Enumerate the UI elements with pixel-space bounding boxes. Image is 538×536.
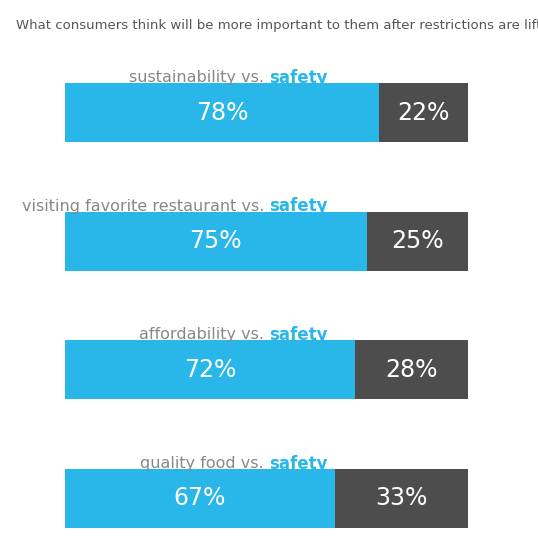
Text: 22%: 22% — [398, 101, 450, 124]
Text: What consumers think will be more important to them after restrictions are lifte: What consumers think will be more import… — [16, 19, 538, 32]
Text: 67%: 67% — [174, 487, 226, 510]
Text: safety: safety — [269, 69, 328, 87]
Text: affordability vs.: affordability vs. — [139, 327, 269, 343]
Text: 72%: 72% — [183, 358, 236, 382]
Text: 33%: 33% — [376, 487, 428, 510]
Text: 25%: 25% — [391, 229, 444, 253]
Text: visiting favorite restaurant vs.: visiting favorite restaurant vs. — [22, 199, 269, 214]
Text: safety: safety — [269, 197, 328, 215]
Text: 75%: 75% — [189, 229, 242, 253]
Text: safety: safety — [269, 326, 328, 344]
Text: 28%: 28% — [385, 358, 438, 382]
Text: 78%: 78% — [196, 101, 248, 124]
Text: sustainability vs.: sustainability vs. — [129, 70, 269, 85]
Text: safety: safety — [269, 455, 328, 473]
Text: quality food vs.: quality food vs. — [140, 456, 269, 471]
